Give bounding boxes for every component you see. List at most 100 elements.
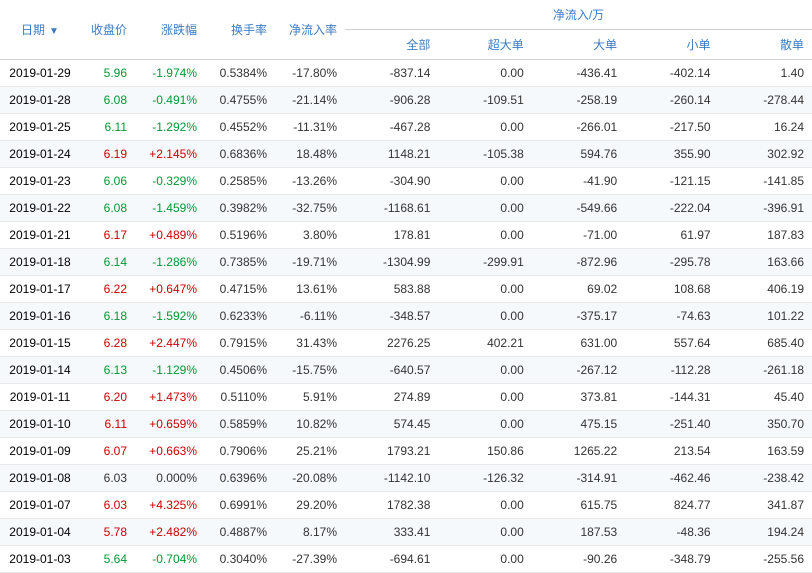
cell-sc: 16.24 xyxy=(719,114,812,141)
cell-sc: -255.56 xyxy=(719,546,812,573)
cell-all: 274.89 xyxy=(345,384,438,411)
cell-price: 5.96 xyxy=(80,60,135,87)
header-turnover[interactable]: 换手率 xyxy=(205,0,275,60)
cell-turnover: 0.4506% xyxy=(205,357,275,384)
cell-price: 6.18 xyxy=(80,303,135,330)
cell-all: 178.81 xyxy=(345,222,438,249)
cell-s: -121.15 xyxy=(625,168,718,195)
cell-change: +2.482% xyxy=(135,519,205,546)
cell-inflowrate: -6.11% xyxy=(275,303,345,330)
cell-price: 6.03 xyxy=(80,465,135,492)
cell-inflowrate: -20.08% xyxy=(275,465,345,492)
table-row: 2019-01-236.06-0.329%0.2585%-13.26%-304.… xyxy=(0,168,812,195)
table-row: 2019-01-076.03+4.325%0.6991%29.20%1782.3… xyxy=(0,492,812,519)
cell-s: -48.36 xyxy=(625,519,718,546)
table-row: 2019-01-246.19+2.145%0.6836%18.48%1148.2… xyxy=(0,141,812,168)
cell-turnover: 0.6233% xyxy=(205,303,275,330)
cell-xl: 0.00 xyxy=(438,357,531,384)
cell-change: -0.329% xyxy=(135,168,205,195)
table-row: 2019-01-106.11+0.659%0.5859%10.82%574.45… xyxy=(0,411,812,438)
cell-inflowrate: -11.31% xyxy=(275,114,345,141)
header-l[interactable]: 大单 xyxy=(532,30,625,60)
cell-l: 475.15 xyxy=(532,411,625,438)
cell-price: 6.14 xyxy=(80,249,135,276)
header-s[interactable]: 小单 xyxy=(625,30,718,60)
cell-price: 6.13 xyxy=(80,357,135,384)
table-row: 2019-01-295.96-1.974%0.5384%-17.80%-837.… xyxy=(0,60,812,87)
cell-turnover: 0.2585% xyxy=(205,168,275,195)
cell-s: -251.40 xyxy=(625,411,718,438)
cell-price: 6.07 xyxy=(80,438,135,465)
cell-turnover: 0.4755% xyxy=(205,87,275,114)
cell-l: -266.01 xyxy=(532,114,625,141)
cell-change: +0.659% xyxy=(135,411,205,438)
cell-inflowrate: -17.80% xyxy=(275,60,345,87)
cell-all: -640.57 xyxy=(345,357,438,384)
cell-s: -348.79 xyxy=(625,546,718,573)
cell-turnover: 0.6836% xyxy=(205,141,275,168)
table-row: 2019-01-146.13-1.129%0.4506%-15.75%-640.… xyxy=(0,357,812,384)
cell-sc: 341.87 xyxy=(719,492,812,519)
cell-xl: 0.00 xyxy=(438,222,531,249)
stock-data-table: 日期▼ 收盘价 涨跌幅 换手率 净流入率 净流入/万 全部 超大单 大单 小单 … xyxy=(0,0,812,573)
cell-inflowrate: -32.75% xyxy=(275,195,345,222)
cell-change: +0.647% xyxy=(135,276,205,303)
cell-inflowrate: -21.14% xyxy=(275,87,345,114)
table-row: 2019-01-096.07+0.663%0.7906%25.21%1793.2… xyxy=(0,438,812,465)
cell-all: 583.88 xyxy=(345,276,438,303)
cell-s: -402.14 xyxy=(625,60,718,87)
cell-inflowrate: 29.20% xyxy=(275,492,345,519)
header-sc[interactable]: 散单 xyxy=(719,30,812,60)
table-row: 2019-01-035.64-0.704%0.3040%-27.39%-694.… xyxy=(0,546,812,573)
cell-inflowrate: -19.71% xyxy=(275,249,345,276)
cell-s: -112.28 xyxy=(625,357,718,384)
header-xl[interactable]: 超大单 xyxy=(438,30,531,60)
header-date[interactable]: 日期▼ xyxy=(0,0,80,60)
cell-turnover: 0.5110% xyxy=(205,384,275,411)
cell-s: 557.64 xyxy=(625,330,718,357)
cell-xl: 0.00 xyxy=(438,411,531,438)
cell-l: -872.96 xyxy=(532,249,625,276)
cell-inflowrate: 10.82% xyxy=(275,411,345,438)
cell-sc: 187.83 xyxy=(719,222,812,249)
header-change[interactable]: 涨跌幅 xyxy=(135,0,205,60)
cell-sc: 163.59 xyxy=(719,438,812,465)
cell-s: -260.14 xyxy=(625,87,718,114)
cell-date: 2019-01-11 xyxy=(0,384,80,411)
cell-change: -0.704% xyxy=(135,546,205,573)
cell-l: 69.02 xyxy=(532,276,625,303)
cell-xl: 0.00 xyxy=(438,114,531,141)
cell-all: 1793.21 xyxy=(345,438,438,465)
cell-l: -90.26 xyxy=(532,546,625,573)
cell-all: -694.61 xyxy=(345,546,438,573)
cell-price: 6.11 xyxy=(80,114,135,141)
cell-inflowrate: 18.48% xyxy=(275,141,345,168)
cell-sc: 685.40 xyxy=(719,330,812,357)
cell-l: -258.19 xyxy=(532,87,625,114)
table-row: 2019-01-256.11-1.292%0.4552%-11.31%-467.… xyxy=(0,114,812,141)
cell-l: -375.17 xyxy=(532,303,625,330)
cell-turnover: 0.7915% xyxy=(205,330,275,357)
cell-xl: 0.00 xyxy=(438,276,531,303)
cell-s: -74.63 xyxy=(625,303,718,330)
cell-all: 333.41 xyxy=(345,519,438,546)
header-price[interactable]: 收盘价 xyxy=(80,0,135,60)
cell-sc: 101.22 xyxy=(719,303,812,330)
cell-s: -295.78 xyxy=(625,249,718,276)
cell-xl: 402.21 xyxy=(438,330,531,357)
cell-l: -71.00 xyxy=(532,222,625,249)
cell-change: +1.473% xyxy=(135,384,205,411)
cell-s: 61.97 xyxy=(625,222,718,249)
cell-turnover: 0.3982% xyxy=(205,195,275,222)
cell-all: -906.28 xyxy=(345,87,438,114)
header-inflowrate[interactable]: 净流入率 xyxy=(275,0,345,60)
cell-date: 2019-01-25 xyxy=(0,114,80,141)
cell-price: 6.08 xyxy=(80,195,135,222)
cell-turnover: 0.4715% xyxy=(205,276,275,303)
cell-date: 2019-01-15 xyxy=(0,330,80,357)
cell-sc: -238.42 xyxy=(719,465,812,492)
header-all[interactable]: 全部 xyxy=(345,30,438,60)
cell-l: -41.90 xyxy=(532,168,625,195)
cell-sc: -396.91 xyxy=(719,195,812,222)
cell-inflowrate: -27.39% xyxy=(275,546,345,573)
